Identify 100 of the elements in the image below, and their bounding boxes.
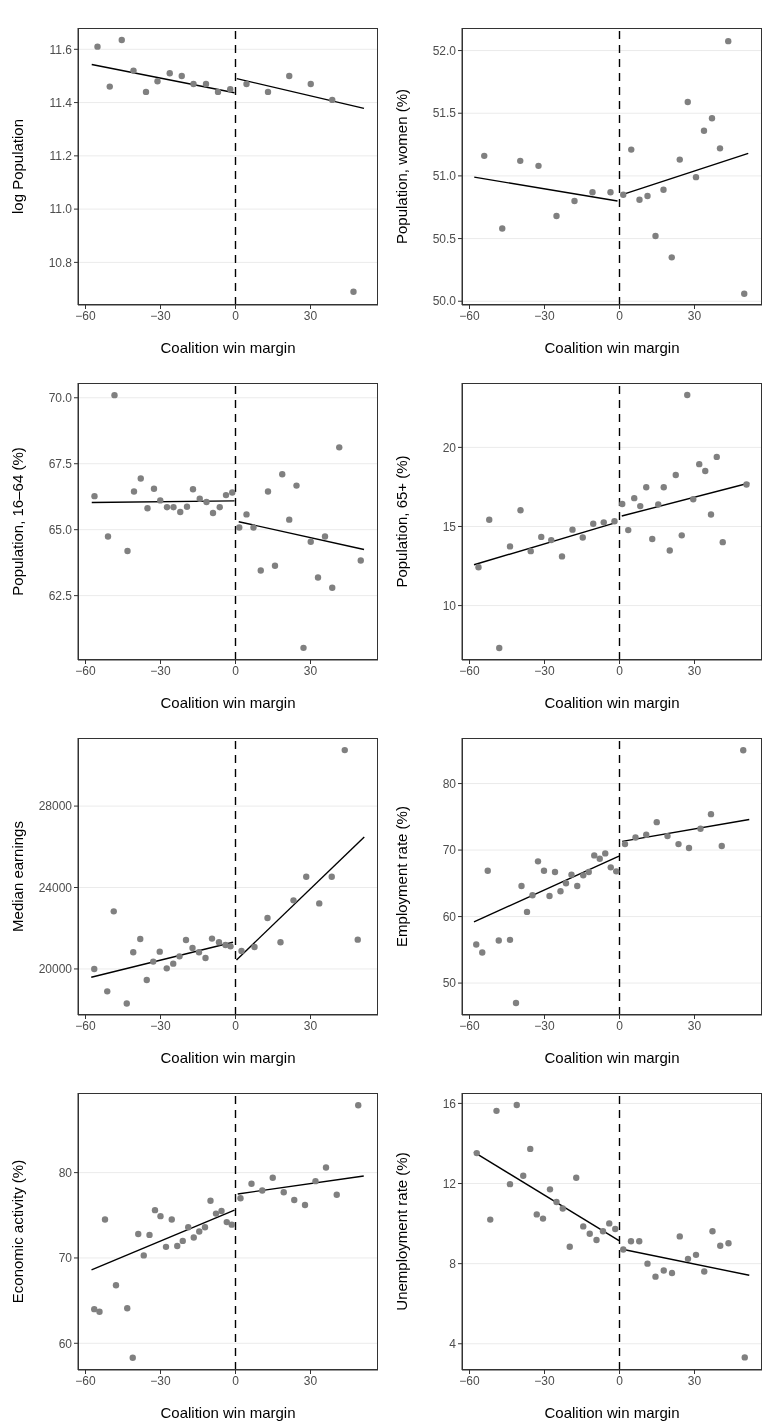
x-tick-label: 0 [616,663,624,678]
x-tick-label: 30 [687,308,702,323]
x-tick-label: 0 [232,663,240,678]
point [196,495,203,503]
point [243,80,250,88]
point [479,949,486,956]
y-tick-label: 4 [449,1337,457,1352]
point [212,1210,220,1217]
x-tick-label: 30 [303,308,318,323]
point [202,954,209,962]
point [506,1180,514,1188]
x-axis-title: Coalition win margin [160,1404,296,1421]
x-tick-label: −60 [459,308,480,323]
point [636,196,643,203]
point [207,1197,214,1204]
point [183,503,191,510]
point [713,453,720,461]
point [684,98,691,106]
point [269,1174,276,1181]
x-axis-title: Coalition win margin [544,339,680,356]
point [652,232,659,240]
point [553,1198,560,1206]
x-tick-label: −30 [534,663,555,678]
point [590,520,597,527]
point [493,1107,500,1115]
point [166,70,173,77]
x-axis-title: Coalition win margin [544,694,680,711]
point [154,78,161,85]
point [613,868,620,875]
point [91,965,98,973]
point [355,1102,362,1109]
point [707,511,715,518]
point [660,186,667,193]
y-tick-label: 62.5 [48,588,73,603]
point [653,818,660,826]
point [229,489,236,496]
point [321,533,329,540]
y-tick-label: 11.4 [49,95,73,110]
y-axis-title: Median earnings [9,821,27,932]
point [286,72,293,80]
point [91,1305,98,1313]
point [129,1354,136,1361]
x-tick-label: −30 [534,308,555,323]
point [104,988,111,995]
point [719,538,726,546]
point [293,482,300,489]
x-axis-title: Coalition win margin [160,1049,296,1066]
point [586,1230,593,1237]
y-axis-title: Employment rate (%) [393,806,411,947]
point [286,516,293,523]
point [585,868,592,876]
point [676,1233,683,1240]
point [170,504,177,511]
x-tick-label: −60 [75,663,96,678]
y-axis-title: Population, 16–64 (%) [9,447,27,596]
point [517,506,524,514]
y-tick-label: 11.6 [49,42,73,57]
point [593,1236,600,1244]
point [101,1216,109,1223]
point [612,1225,619,1233]
point [621,840,629,848]
point [140,1252,147,1259]
y-axis-title: Population, 65+ (%) [393,455,411,588]
point [236,524,243,531]
point [529,892,536,899]
point [668,1269,676,1277]
point [664,832,671,840]
point [676,156,683,163]
point [652,1273,659,1280]
point [130,949,137,956]
x-axis-title: Coalition win margin [544,1404,680,1421]
point [248,1180,255,1187]
y-axis-title: Economic activity (%) [9,1159,27,1304]
y-tick-label: 8 [449,1256,457,1271]
point [142,88,150,96]
y-tick-label: 11.2 [49,149,73,164]
point [170,960,177,967]
x-tick-label: 0 [616,1373,624,1388]
point [201,1224,209,1231]
point [600,519,607,526]
point [513,1101,520,1109]
point [692,173,700,181]
point [535,162,542,170]
point [111,391,118,399]
x-tick-label: 0 [232,308,240,323]
point [725,37,732,45]
point [620,191,627,198]
point [523,908,531,916]
point [223,1218,230,1226]
y-tick-label: 16 [442,1096,457,1111]
point [290,897,297,904]
point [666,547,673,554]
point [487,1216,494,1223]
point [611,518,618,525]
y-axis-title: Unemployment rate (%) [393,1152,411,1311]
x-tick-label: 30 [303,663,318,678]
point [473,941,480,948]
point [533,1211,540,1218]
point [110,908,117,915]
x-tick-label: −60 [459,1373,480,1388]
